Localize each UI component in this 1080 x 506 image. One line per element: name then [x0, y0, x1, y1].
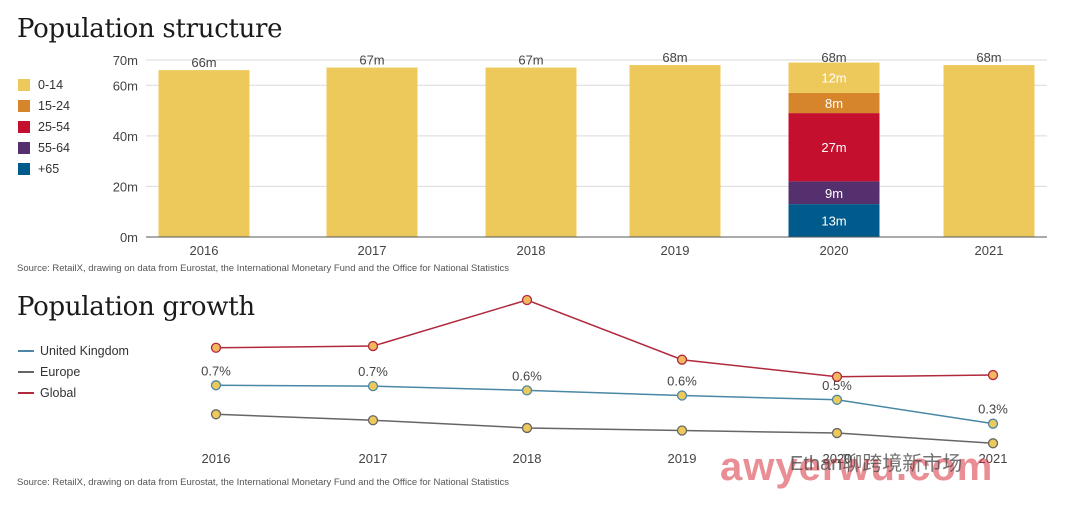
legend-item-global: Global — [18, 382, 129, 403]
data-point — [676, 425, 688, 436]
population-structure-source: Source: RetailX, drawing on data from Eu… — [17, 263, 509, 274]
legend-line-swatch — [18, 391, 34, 394]
legend-label: 0-14 — [38, 77, 64, 92]
data-point — [987, 418, 999, 429]
segment-label: 8m — [825, 96, 843, 111]
data-point — [676, 390, 688, 401]
bar-2016 — [158, 70, 250, 237]
x-tick-label: 2017 — [358, 243, 387, 258]
bar-segment-15-24 — [788, 92, 880, 114]
bar-segment-0-14 — [788, 62, 880, 93]
bar-segment-+65 — [788, 204, 880, 237]
population-structure-legend: 0-14 15-24 25-54 55-64 +65 — [18, 74, 70, 179]
legend-item-25-54: 25-54 — [18, 116, 70, 137]
bar-total-label: 68m — [821, 50, 846, 65]
x-tick-label: 2017 — [359, 451, 388, 466]
x-tick-label: 2018 — [513, 451, 542, 466]
legend-line-swatch — [18, 349, 34, 352]
data-point — [521, 385, 533, 396]
legend-item-0-14: 0-14 — [18, 74, 70, 95]
data-label: 0.7% — [358, 364, 388, 379]
series-line-europe — [215, 413, 994, 445]
x-tick-label: 2020 — [820, 243, 849, 258]
legend-label: 25-54 — [38, 119, 70, 134]
legend-item-15-24: 15-24 — [18, 95, 70, 116]
segment-label: 9m — [825, 186, 843, 201]
x-tick-label: 2016 — [202, 451, 231, 466]
bar-total-label: 68m — [976, 50, 1001, 65]
segment-label: 12m — [821, 71, 846, 86]
population-structure-chart: 0m 20m 40m 60m 70m 66m 2016 67m 2017 67m 2018 68m 20… — [113, 50, 1047, 258]
data-point — [831, 394, 843, 405]
series-line-united-kingdom — [215, 384, 994, 425]
data-point — [987, 369, 999, 381]
data-label: 0.5% — [822, 378, 852, 393]
bar-2018 — [485, 67, 577, 237]
data-point — [831, 371, 843, 382]
y-tick-label: 70m — [113, 53, 138, 68]
data-point — [367, 340, 379, 352]
data-point — [367, 380, 379, 392]
watermark-brand: awyerwu.com — [720, 445, 994, 489]
legend-label: Europe — [40, 364, 81, 379]
segment-label: 27m — [821, 140, 846, 155]
bar-segment-25-54 — [788, 113, 880, 182]
segment-label: 13m — [821, 214, 846, 229]
population-growth-chart: 0.7% 0.7% 0.6% 0.6% 0.5% 0.3% 2016 2017 2018 2019… — [201, 294, 1008, 466]
bar-total-label: 67m — [359, 53, 384, 68]
legend-swatch — [18, 78, 30, 91]
data-point — [210, 342, 222, 353]
bar-total-label: 67m — [518, 53, 543, 68]
bar-total-label: 66m — [191, 55, 216, 70]
population-structure-title: Population structure — [17, 14, 283, 44]
legend-label: Global — [40, 385, 77, 400]
x-tick-label: 2016 — [190, 243, 219, 258]
data-point — [831, 427, 843, 439]
x-tick-label: 2019 — [661, 243, 690, 258]
x-tick-label: 2019 — [668, 451, 697, 466]
legend-label: United Kingdom — [40, 343, 129, 358]
y-tick-label: 0m — [120, 230, 138, 245]
data-label: 0.3% — [978, 402, 1008, 417]
bar-2019 — [629, 65, 721, 237]
bar-2017 — [326, 67, 418, 237]
legend-swatch — [18, 120, 30, 133]
data-point — [521, 294, 533, 306]
data-label: 0.6% — [512, 368, 542, 383]
y-tick-label: 60m — [113, 78, 138, 93]
y-tick-label: 40m — [113, 129, 138, 144]
legend-swatch — [18, 141, 30, 154]
legend-line-swatch — [18, 370, 34, 373]
legend-swatch — [18, 99, 30, 112]
data-point — [210, 380, 222, 391]
x-tick-label: 2021 — [979, 451, 1008, 466]
legend-item-55-64: 55-64 — [18, 137, 70, 158]
legend-label: +65 — [38, 161, 60, 176]
data-point — [676, 354, 688, 365]
x-tick-label: 2020 — [823, 451, 852, 466]
legend-swatch — [18, 162, 30, 175]
data-label: 0.7% — [201, 363, 231, 378]
legend-label: 15-24 — [38, 98, 70, 113]
legend-item-europe: Europe — [18, 361, 129, 382]
series-line-global — [215, 299, 994, 378]
bar-total-label: 68m — [662, 50, 687, 65]
data-point — [367, 415, 379, 426]
x-tick-label: 2018 — [517, 243, 546, 258]
legend-item-united-kingdom: United Kingdom — [18, 340, 129, 361]
population-growth-title: Population growth — [17, 292, 255, 322]
y-tick-label: 20m — [113, 179, 138, 194]
population-growth-legend: United Kingdom Europe Global — [18, 340, 129, 403]
watermark-caption: Ethan聊跨境新市场 — [790, 453, 963, 475]
legend-label: 55-64 — [38, 140, 70, 155]
data-point — [521, 422, 533, 434]
data-point — [210, 409, 222, 420]
data-point — [987, 438, 999, 449]
legend-item-+65: +65 — [18, 158, 70, 179]
population-growth-source: Source: RetailX, drawing on data from Eu… — [17, 477, 509, 488]
data-label: 0.6% — [667, 374, 697, 389]
bar-2021 — [943, 65, 1035, 237]
x-tick-label: 2021 — [975, 243, 1004, 258]
bar-segment-55-64 — [788, 181, 880, 205]
